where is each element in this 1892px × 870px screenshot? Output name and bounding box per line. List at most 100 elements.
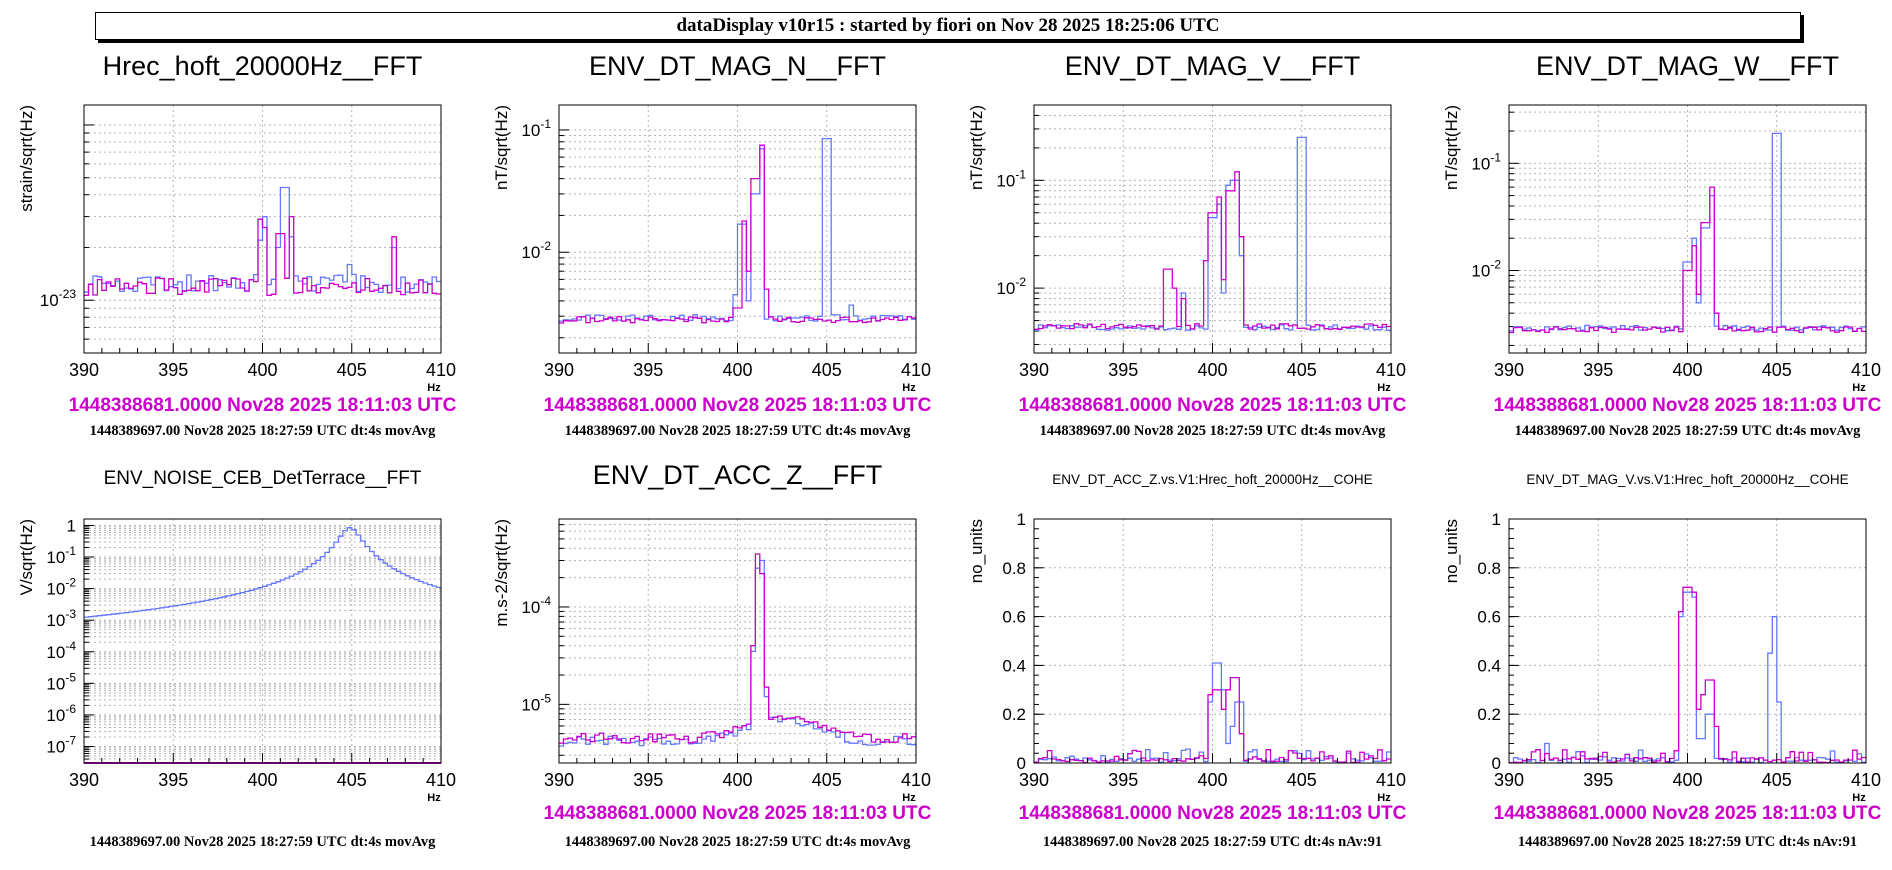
y-tick-label: 10-1 — [1471, 150, 1501, 173]
reference-time-label: 1448388681.0000 Nov28 2025 18:11:03 UTC — [1494, 803, 1882, 824]
y-tick-label: 0.4 — [1477, 656, 1501, 675]
x-tick-label: 405 — [1287, 360, 1317, 380]
x-tick-label: 390 — [1019, 770, 1049, 790]
x-unit-label: Hz — [427, 382, 441, 394]
y-tick-label: 10-2 — [521, 239, 551, 262]
x-unit-label: Hz — [1377, 382, 1391, 394]
y-axis-label: nT/sqrt(Hz) — [1442, 105, 1461, 190]
chart-panel: ENV_DT_ACC_Z.vs.V1:Hrec_hoft_20000Hz__CO… — [967, 472, 1407, 850]
series-magenta-trace — [1509, 586, 1866, 764]
y-axis-label: m.s-2/sqrt(Hz) — [492, 519, 511, 627]
series-magenta-trace — [1034, 171, 1391, 330]
header-title: dataDisplay v10r15 : started by fiori on… — [676, 15, 1220, 36]
x-tick-label: 395 — [633, 770, 663, 790]
x-tick-label: 410 — [901, 360, 931, 380]
y-tick-label: 1 — [67, 516, 76, 535]
window-title-bar: dataDisplay v10r15 : started by fiori on… — [95, 12, 1801, 40]
x-tick-label: 400 — [722, 360, 752, 380]
y-axis-label: no_units — [1442, 519, 1461, 583]
y-axis-label: nT/sqrt(Hz) — [967, 105, 986, 190]
chart-title: ENV_DT_MAG_W__FFT — [1536, 51, 1839, 81]
x-tick-label: 390 — [1019, 360, 1049, 380]
y-tick-label: 1 — [1492, 510, 1501, 529]
x-unit-label: Hz — [1852, 382, 1866, 394]
x-unit-label: Hz — [902, 382, 916, 394]
x-tick-label: 390 — [1494, 360, 1524, 380]
x-tick-label: 410 — [1851, 770, 1881, 790]
x-tick-label: 405 — [1762, 360, 1792, 380]
current-time-label: 1448389697.00 Nov28 2025 18:27:59 UTC dt… — [1040, 423, 1386, 439]
x-tick-label: 390 — [69, 360, 99, 380]
reference-time-label: 1448388681.0000 Nov28 2025 18:11:03 UTC — [1019, 803, 1407, 824]
current-time-label: 1448389697.00 Nov28 2025 18:27:59 UTC dt… — [1515, 423, 1861, 439]
y-tick-label: 0.2 — [1477, 705, 1501, 724]
x-tick-label: 395 — [1583, 360, 1613, 380]
series-blue-trace — [84, 527, 441, 618]
x-tick-label: 390 — [544, 770, 574, 790]
x-tick-label: 395 — [633, 360, 663, 380]
x-unit-label: Hz — [1852, 792, 1866, 804]
chart-panel: ENV_DT_ACC_Z__FFT 390 395 400 405 410 Hz 10-5 10… — [492, 460, 932, 850]
x-tick-label: 410 — [901, 770, 931, 790]
x-unit-label: Hz — [427, 792, 441, 804]
y-tick-label: 0.8 — [1002, 559, 1026, 578]
reference-time-label: 1448388681.0000 Nov28 2025 18:11:03 UTC — [69, 395, 457, 416]
x-tick-label: 400 — [722, 770, 752, 790]
y-tick-label: 10-5 — [521, 691, 551, 714]
y-tick-label: 0.2 — [1002, 705, 1026, 724]
y-tick-label: 10-2 — [46, 576, 76, 599]
current-time-label: 1448389697.00 Nov28 2025 18:27:59 UTC dt… — [565, 423, 911, 439]
y-tick-label: 0.6 — [1477, 608, 1501, 627]
x-tick-label: 400 — [1197, 770, 1227, 790]
y-tick-label: 10-2 — [996, 275, 1026, 298]
x-tick-label: 405 — [337, 360, 367, 380]
current-time-label: 1448389697.00 Nov28 2025 18:27:59 UTC dt… — [90, 834, 436, 850]
x-tick-label: 405 — [337, 770, 367, 790]
reference-time-label: 1448388681.0000 Nov28 2025 18:11:03 UTC — [544, 803, 932, 824]
series-blue-trace — [84, 186, 441, 293]
y-tick-label: 10-7 — [46, 733, 76, 756]
chart-panel: ENV_DT_MAG_V__FFT 390 395 400 405 410 Hz 10-2 10… — [967, 51, 1407, 439]
x-tick-label: 410 — [1851, 360, 1881, 380]
y-tick-label: 0.4 — [1002, 656, 1026, 675]
current-time-label: 1448389697.00 Nov28 2025 18:27:59 UTC dt… — [90, 423, 436, 439]
y-tick-label: 10-6 — [46, 702, 76, 725]
series-magenta-trace — [1509, 186, 1866, 334]
x-tick-label: 400 — [1672, 360, 1702, 380]
x-tick-label: 400 — [1672, 770, 1702, 790]
y-tick-label: 0.8 — [1477, 559, 1501, 578]
y-axis-label: strain/sqrt(Hz) — [17, 105, 36, 212]
x-tick-label: 410 — [1376, 770, 1406, 790]
x-tick-label: 400 — [247, 360, 277, 380]
x-tick-label: 405 — [1287, 770, 1317, 790]
series-magenta-trace — [84, 215, 441, 296]
x-tick-label: 390 — [1494, 770, 1524, 790]
current-time-label: 1448389697.00 Nov28 2025 18:27:59 UTC dt… — [1043, 834, 1382, 850]
y-tick-label: 0 — [1492, 754, 1501, 773]
reference-time-label: 1448388681.0000 Nov28 2025 18:11:03 UTC — [1019, 395, 1407, 416]
y-tick-label: 10-1 — [521, 117, 551, 140]
reference-time-label: 1448388681.0000 Nov28 2025 18:11:03 UTC — [544, 395, 932, 416]
current-time-label: 1448389697.00 Nov28 2025 18:27:59 UTC dt… — [1518, 834, 1857, 850]
y-tick-label: 10-4 — [46, 639, 76, 662]
x-tick-label: 400 — [247, 770, 277, 790]
chart-title: ENV_NOISE_CEB_DetTerrace__FFT — [104, 468, 422, 489]
chart-title: Hrec_hoft_20000Hz__FFT — [103, 51, 423, 81]
current-time-label: 1448389697.00 Nov28 2025 18:27:59 UTC dt… — [565, 834, 911, 850]
chart-panel: ENV_NOISE_CEB_DetTerrace__FFT 390 395 400 40… — [17, 468, 456, 850]
chart-panel: ENV_DT_MAG_W__FFT 390 395 400 405 410 Hz 10-2 10… — [1442, 51, 1882, 439]
x-tick-label: 405 — [812, 770, 842, 790]
chart-panel: ENV_DT_MAG_V.vs.V1:Hrec_hoft_20000Hz__CO… — [1442, 472, 1882, 850]
x-unit-label: Hz — [902, 792, 916, 804]
chart-panel: ENV_DT_MAG_N__FFT 390 395 400 405 410 Hz 10-2 10… — [492, 51, 932, 439]
series-magenta-trace — [559, 144, 916, 324]
y-axis-label: no_units — [967, 519, 986, 583]
y-axis-label: nT/sqrt(Hz) — [492, 105, 511, 190]
y-tick-label: 10-1 — [46, 544, 76, 567]
x-tick-label: 405 — [1762, 770, 1792, 790]
x-tick-label: 395 — [158, 360, 188, 380]
y-tick-label: 0 — [1017, 754, 1026, 773]
y-tick-label: 10-3 — [46, 607, 76, 630]
x-tick-label: 390 — [69, 770, 99, 790]
